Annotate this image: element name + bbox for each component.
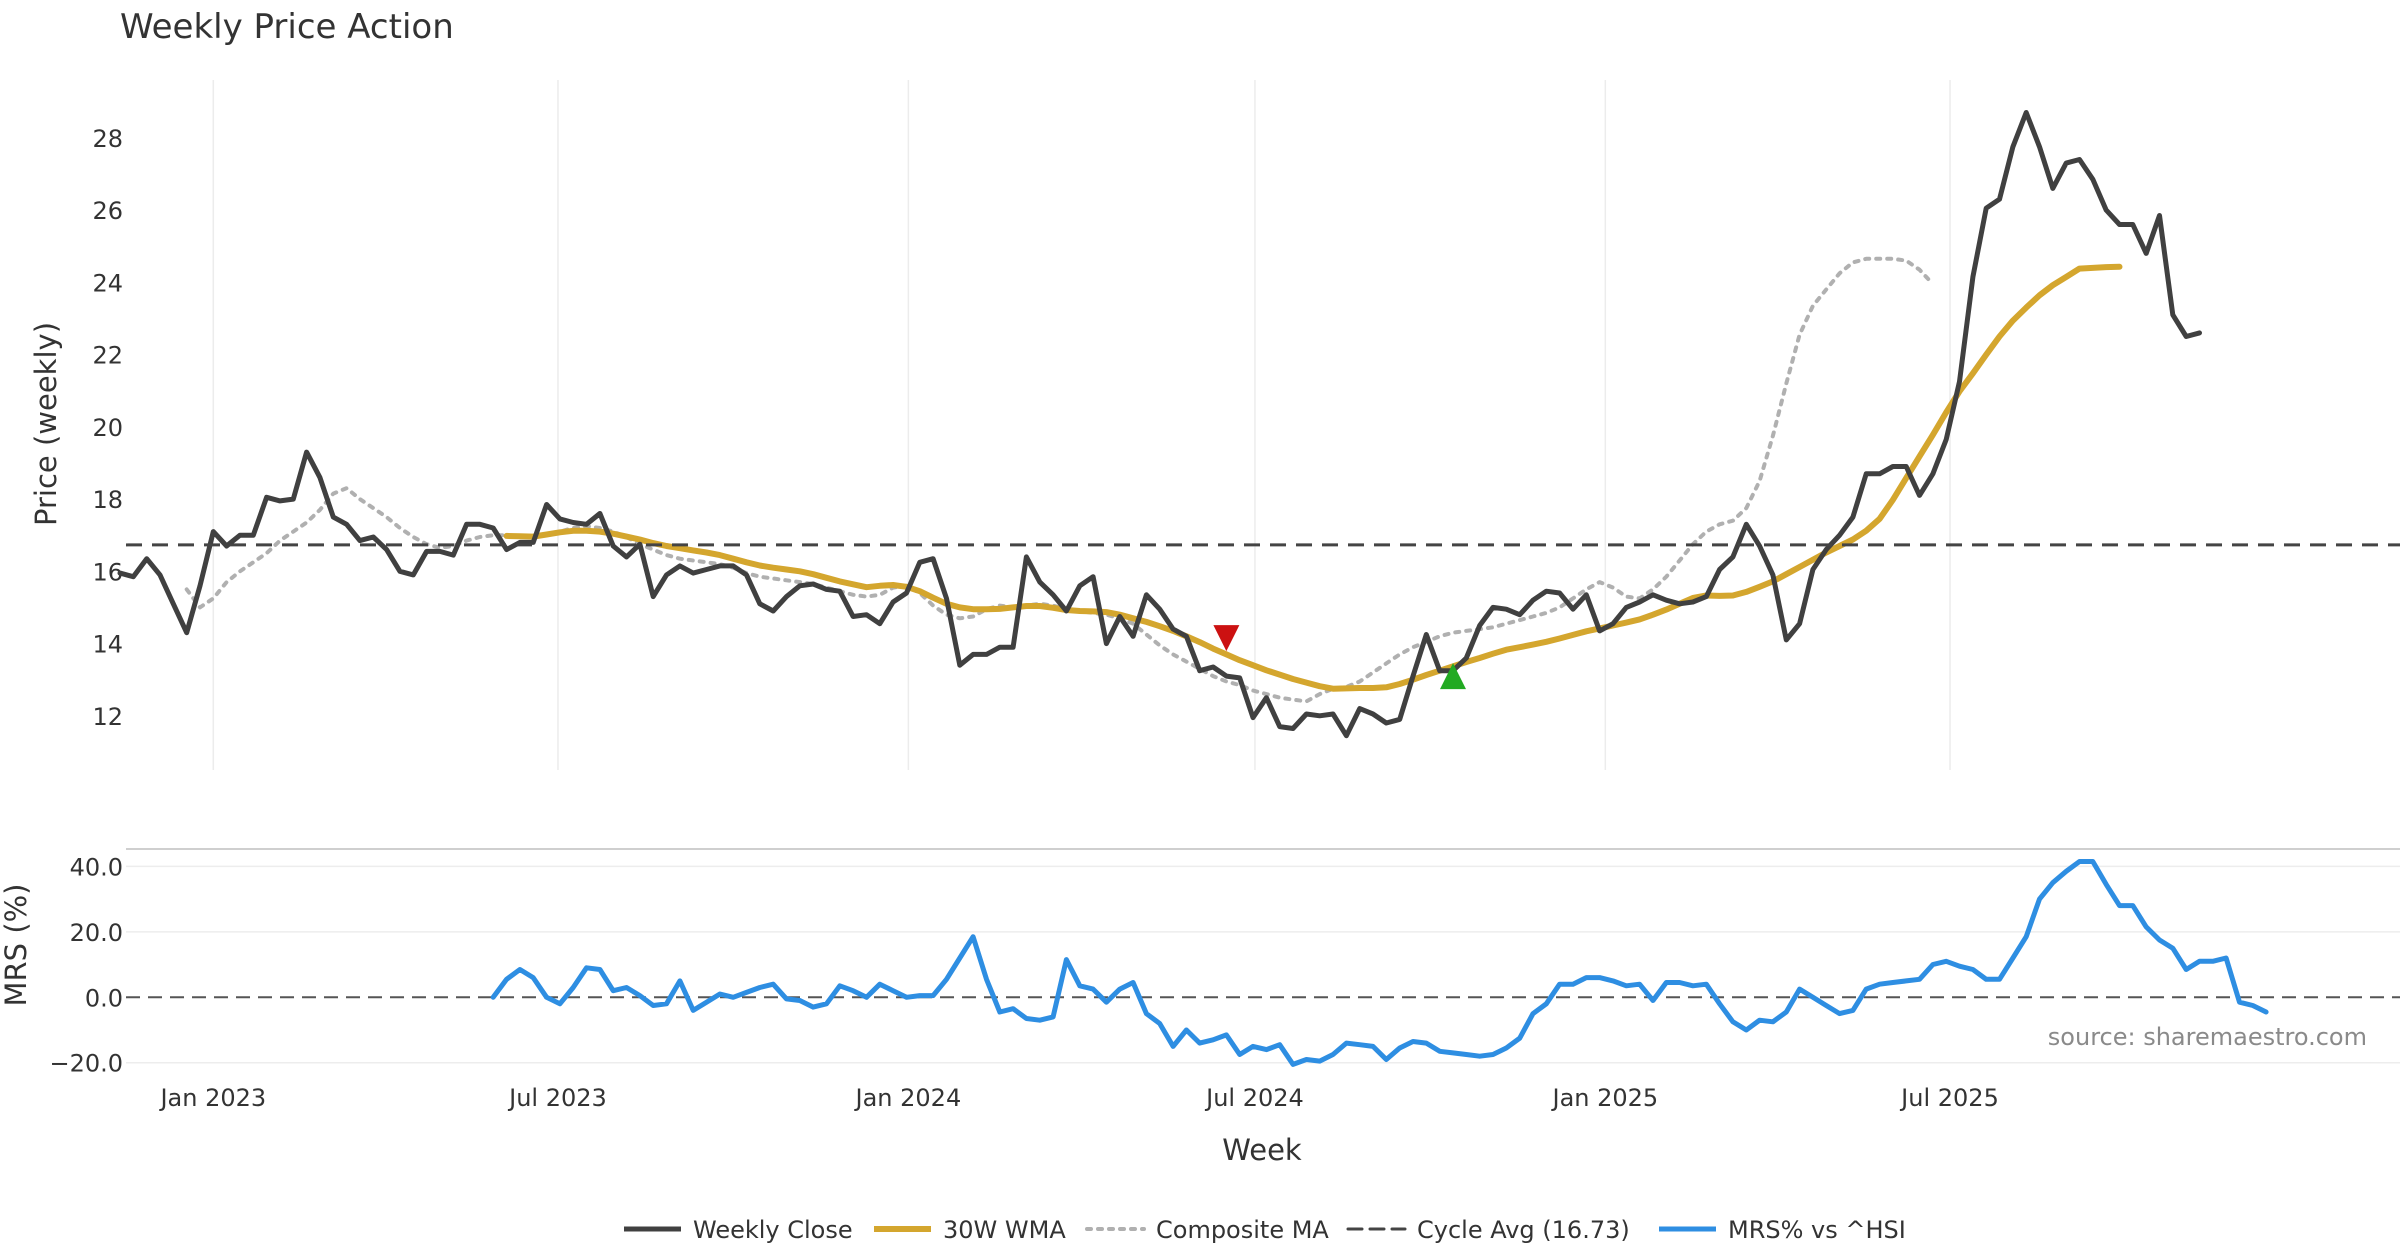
source-attribution: source: sharemaestro.com <box>2048 1023 2367 1051</box>
weekly-close-line <box>117 110 2202 739</box>
x-axis-label: Week <box>1222 1133 1302 1167</box>
buy-signal-marker <box>1440 663 1466 690</box>
chart-title: Weekly Price Action <box>120 7 454 47</box>
mrs-y-tick-label: 0.0 <box>85 984 123 1012</box>
price-series-group <box>117 110 2400 739</box>
x-tick-label: Jan 2024 <box>854 1084 962 1112</box>
price-y-tick-label: 20 <box>92 414 123 442</box>
price-y-tick-label: 24 <box>92 269 123 297</box>
legend: Weekly Close 30W WMA Composite MA Cycle Avg… <box>624 1216 1906 1244</box>
price-y-tick-label: 18 <box>92 486 123 514</box>
legend-label: Composite MA <box>1156 1216 1329 1244</box>
legend-item: 30W WMA <box>874 1216 1066 1244</box>
price-y-tick-label: 12 <box>92 703 123 731</box>
mrs-y-tick-label: 20.0 <box>70 919 123 947</box>
x-tick-label: Jul 2023 <box>507 1084 607 1112</box>
price-y-tick-label: 22 <box>92 342 123 370</box>
legend-label: Cycle Avg (16.73) <box>1417 1216 1630 1244</box>
legend-label: MRS% vs ^HSI <box>1728 1216 1906 1244</box>
mrs-line <box>490 859 2269 1067</box>
x-tick-label: Jan 2023 <box>158 1084 266 1112</box>
signal-markers <box>1213 625 1466 690</box>
mrs-y-tick-label: 40.0 <box>70 853 123 881</box>
x-tick-label: Jul 2025 <box>1899 1084 1999 1112</box>
mrs-grid <box>126 848 2400 1064</box>
sell-signal-marker <box>1213 625 1240 652</box>
price-y-tick-label: 26 <box>92 197 123 225</box>
price-y-tick-label: 28 <box>92 125 123 153</box>
wma-30w-line <box>503 263 2123 692</box>
price-y-tick-label: 14 <box>92 631 123 659</box>
mrs-series-group <box>490 859 2269 1067</box>
x-tick-label: Jan 2025 <box>1550 1084 1658 1112</box>
legend-label: Weekly Close <box>693 1216 853 1244</box>
legend-label: 30W WMA <box>943 1216 1066 1244</box>
legend-item: MRS% vs ^HSI <box>1659 1216 1906 1244</box>
legend-item: Weekly Close <box>624 1216 853 1244</box>
mrs-y-tick-label: −20.0 <box>49 1050 123 1078</box>
x-tick-label: Jul 2024 <box>1204 1084 1304 1112</box>
legend-item: Composite MA <box>1085 1216 1329 1244</box>
mrs-y-ticks: −20.0 0.0 20.0 40.0 <box>49 853 123 1077</box>
price-y-axis-label: Price (weekly) <box>29 322 63 526</box>
mrs-y-axis-label: MRS (%) <box>0 884 33 1007</box>
x-ticks: Jan 2023 Jul 2023 Jan 2024 Jul 2024 Jan 2025… <box>158 1084 1998 1112</box>
legend-item: Cycle Avg (16.73) <box>1346 1216 1630 1244</box>
